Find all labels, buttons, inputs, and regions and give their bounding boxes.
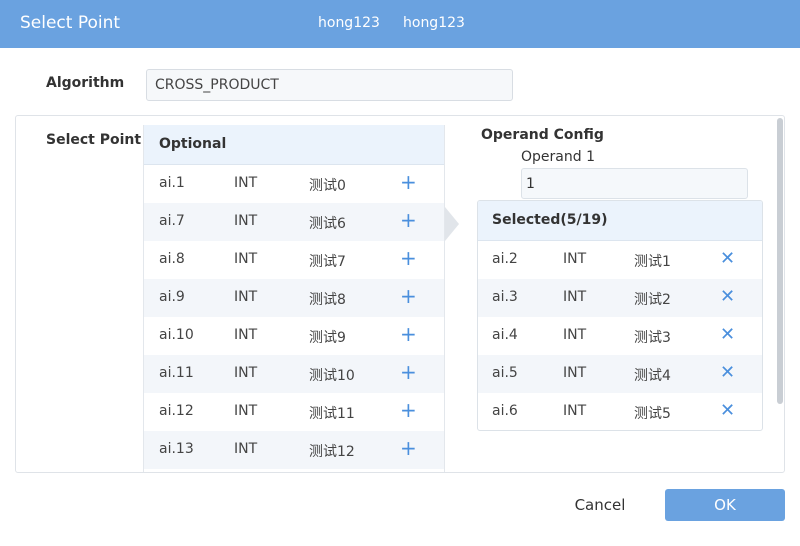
- point-id: ai.9: [159, 289, 185, 305]
- selected-header: Selected(5/19): [478, 201, 762, 241]
- plus-icon[interactable]: +: [400, 436, 417, 460]
- close-icon[interactable]: ✕: [720, 362, 736, 383]
- point-name: 测试8: [309, 292, 346, 308]
- optional-list: Optional ai.1 INT 测试0 + ai.7 INT 测试6 + ai.8 INT 测试…: [143, 125, 445, 472]
- point-id: ai.2: [492, 251, 518, 267]
- point-id: ai.3: [492, 289, 518, 305]
- point-name: 测试1: [634, 254, 671, 270]
- table-row: ai.11 INT 测试10 +: [144, 355, 444, 393]
- plus-icon[interactable]: +: [400, 398, 417, 422]
- table-row: ai.5 INT 测试4 ✕: [478, 355, 762, 393]
- optional-header: Optional: [144, 125, 444, 165]
- table-row: ai.13 INT 测试12 +: [144, 431, 444, 469]
- point-name: 测试12: [309, 444, 355, 460]
- point-id: ai.7: [159, 213, 185, 229]
- point-name: 测试6: [309, 216, 346, 232]
- point-name: 测试2: [634, 292, 671, 308]
- operand-label: Operand 1: [521, 149, 595, 165]
- algorithm-label: Algorithm: [46, 75, 125, 91]
- close-icon[interactable]: ✕: [720, 400, 736, 421]
- point-id: ai.13: [159, 441, 194, 457]
- select-point-panel: [15, 115, 785, 473]
- plus-icon[interactable]: +: [400, 360, 417, 384]
- point-id: ai.10: [159, 327, 194, 343]
- point-id: ai.4: [492, 327, 518, 343]
- panel-scrollbar[interactable]: [777, 118, 783, 404]
- point-name: 测试10: [309, 368, 355, 384]
- point-type: INT: [234, 251, 258, 267]
- point-id: ai.8: [159, 251, 185, 267]
- operand-config-title: Operand Config: [481, 127, 604, 143]
- point-type: INT: [563, 251, 587, 267]
- table-row: ai.10 INT 测试9 +: [144, 317, 444, 355]
- point-id: ai.6: [492, 403, 518, 419]
- dialog-titlebar: Select Point hong123 hong123: [0, 0, 800, 48]
- plus-icon[interactable]: +: [400, 322, 417, 346]
- close-icon[interactable]: ✕: [720, 248, 736, 269]
- table-row: ai.1 INT 测试0 +: [144, 165, 444, 203]
- point-id: ai.12: [159, 403, 194, 419]
- plus-icon[interactable]: +: [400, 170, 417, 194]
- point-id: ai.5: [492, 365, 518, 381]
- selected-list: Selected(5/19) ai.2 INT 测试1 ✕ ai.3 INT 测试2 ✕ ai.…: [477, 200, 763, 431]
- point-type: INT: [563, 403, 587, 419]
- point-type: INT: [234, 327, 258, 343]
- table-row: ai.12 INT 测试11 +: [144, 393, 444, 431]
- point-type: INT: [563, 289, 587, 305]
- table-row: ai.9 INT 测试8 +: [144, 279, 444, 317]
- point-type: INT: [234, 213, 258, 229]
- select-point-label: Select Point: [46, 132, 142, 148]
- point-id: ai.1: [159, 175, 185, 191]
- point-type: INT: [234, 175, 258, 191]
- ok-button[interactable]: OK: [665, 489, 785, 521]
- algorithm-input[interactable]: [146, 69, 513, 101]
- point-name: 测试4: [634, 368, 671, 384]
- point-name: 测试7: [309, 254, 346, 270]
- close-icon[interactable]: ✕: [720, 324, 736, 345]
- user-tag: hong123: [403, 15, 465, 31]
- table-row: ai.2 INT 测试1 ✕: [478, 241, 762, 279]
- point-name: 测试0: [309, 178, 346, 194]
- arrow-right-icon: [445, 207, 459, 241]
- point-type: INT: [563, 365, 587, 381]
- point-name: 测试3: [634, 330, 671, 346]
- dialog-title: Select Point: [20, 13, 121, 33]
- table-row: ai.8 INT 测试7 +: [144, 241, 444, 279]
- point-type: INT: [563, 327, 587, 343]
- point-type: INT: [234, 289, 258, 305]
- table-row: ai.6 INT 测试5 ✕: [478, 393, 762, 430]
- point-type: INT: [234, 365, 258, 381]
- point-type: INT: [234, 403, 258, 419]
- close-icon[interactable]: ✕: [720, 286, 736, 307]
- point-name: 测试11: [309, 406, 355, 422]
- plus-icon[interactable]: +: [400, 284, 417, 308]
- operand-input[interactable]: [521, 168, 748, 199]
- table-row: ai.4 INT 测试3 ✕: [478, 317, 762, 355]
- point-id: ai.11: [159, 365, 194, 381]
- point-type: INT: [234, 441, 258, 457]
- table-row: ai.7 INT 测试6 +: [144, 203, 444, 241]
- table-row: ai.3 INT 测试2 ✕: [478, 279, 762, 317]
- point-name: 测试9: [309, 330, 346, 346]
- plus-icon[interactable]: +: [400, 208, 417, 232]
- cancel-button[interactable]: Cancel: [560, 489, 640, 521]
- user-tag: hong123: [318, 15, 380, 31]
- point-name: 测试5: [634, 406, 671, 422]
- plus-icon[interactable]: +: [400, 246, 417, 270]
